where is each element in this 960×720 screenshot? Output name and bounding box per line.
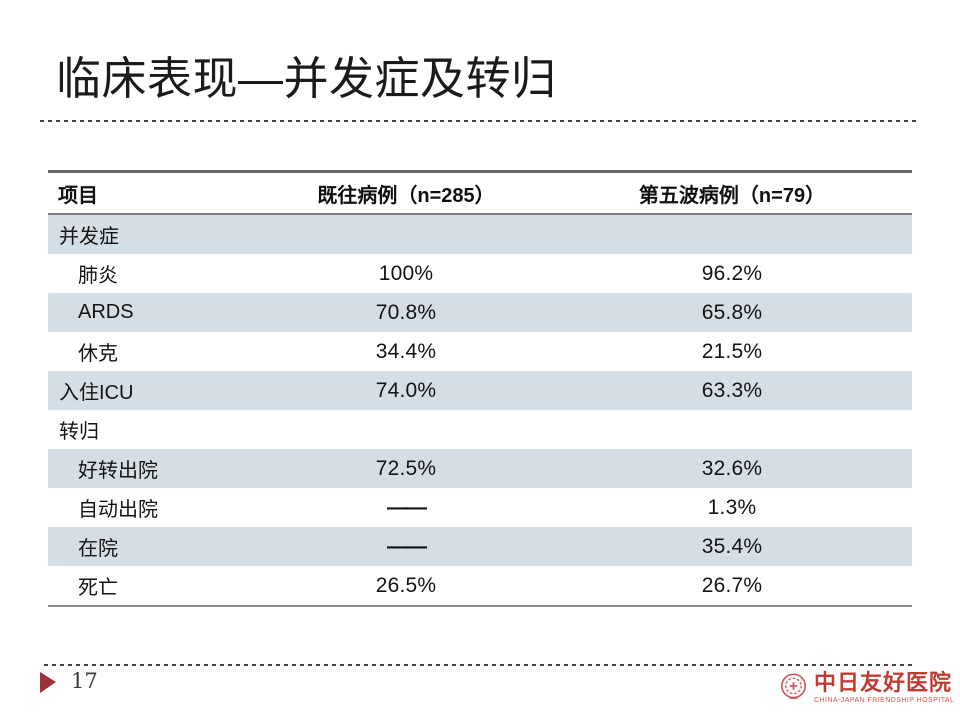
row-label: 在院	[78, 538, 118, 560]
row-value-fifth-wave: 65.8%	[701, 300, 763, 324]
clinical-outcomes-table: 项目 既往病例（n=285） 第五波病例（n=79） 并发症 肺炎 100% 9…	[48, 170, 912, 607]
table-row: 在院 —— 35.4%	[48, 527, 912, 566]
row-value-fifth-wave: 32.6%	[701, 456, 763, 480]
row-value-fifth-wave: 26.7%	[552, 566, 912, 607]
table-row: 转归	[48, 410, 912, 449]
row-value-fifth-wave: 1.3%	[707, 495, 757, 519]
table-row: 好转出院 72.5% 32.6%	[48, 449, 912, 488]
table-row: 死亡 26.5% 26.7%	[48, 566, 912, 607]
row-label: 自动出院	[78, 499, 158, 521]
hospital-name-en: CHINA-JAPAN FRIENDSHIP HOSPITAL	[814, 697, 955, 705]
footer-divider	[44, 664, 916, 666]
table-row: ARDS 70.8% 65.8%	[48, 293, 912, 332]
row-label: 死亡	[48, 566, 260, 607]
column-header-fifth-wave-cases: 第五波病例（n=79）	[552, 170, 912, 215]
row-value-fifth-wave: 96.2%	[701, 261, 763, 285]
row-label: ARDS	[78, 301, 134, 323]
title-divider	[40, 120, 916, 122]
row-value-previous: 72.5%	[375, 456, 437, 480]
row-value-previous: ——	[387, 495, 427, 519]
row-label: 好转出院	[78, 460, 158, 482]
row-value-fifth-wave: 35.4%	[701, 534, 763, 558]
row-label: 并发症	[59, 226, 119, 248]
row-value-previous: 70.8%	[375, 300, 437, 324]
row-label: 转归	[59, 421, 99, 443]
table-header-row: 项目 既往病例（n=285） 第五波病例（n=79）	[48, 170, 912, 215]
page-number: 17	[71, 669, 98, 693]
row-value-previous: 74.0%	[375, 378, 437, 402]
row-value-previous: 26.5%	[260, 566, 552, 607]
row-value-previous: ——	[387, 534, 427, 558]
row-value-previous	[260, 214, 552, 254]
table-row: 入住ICU 74.0% 63.3%	[48, 371, 912, 410]
hospital-emblem-icon	[781, 673, 806, 699]
row-label: 休克	[78, 343, 118, 365]
table-row: 自动出院 —— 1.3%	[48, 488, 912, 527]
table-row: 肺炎 100% 96.2%	[48, 254, 912, 293]
row-value-previous	[260, 410, 552, 449]
row-value-fifth-wave	[552, 410, 912, 449]
column-header-previous-cases: 既往病例（n=285）	[260, 170, 552, 215]
hospital-logo: 中日友好医院 CHINA-JAPAN FRIENDSHIP HOSPITAL	[780, 671, 954, 704]
page-marker-triangle-icon	[40, 672, 56, 693]
table-row: 并发症	[48, 214, 912, 254]
row-value-fifth-wave: 21.5%	[701, 339, 763, 363]
row-value-previous: 34.4%	[375, 339, 437, 363]
row-value-fifth-wave	[552, 214, 912, 254]
row-value-fifth-wave: 63.3%	[701, 378, 763, 402]
slide-title: 临床表现—并发症及转归	[56, 53, 557, 104]
hospital-name-cn: 中日友好医院	[814, 670, 953, 695]
row-label: 入住ICU	[59, 382, 134, 404]
column-header-item: 项目	[48, 170, 260, 215]
table-row: 休克 34.4% 21.5%	[48, 332, 912, 371]
row-label: 肺炎	[78, 265, 118, 287]
row-value-previous: 100%	[378, 261, 434, 285]
